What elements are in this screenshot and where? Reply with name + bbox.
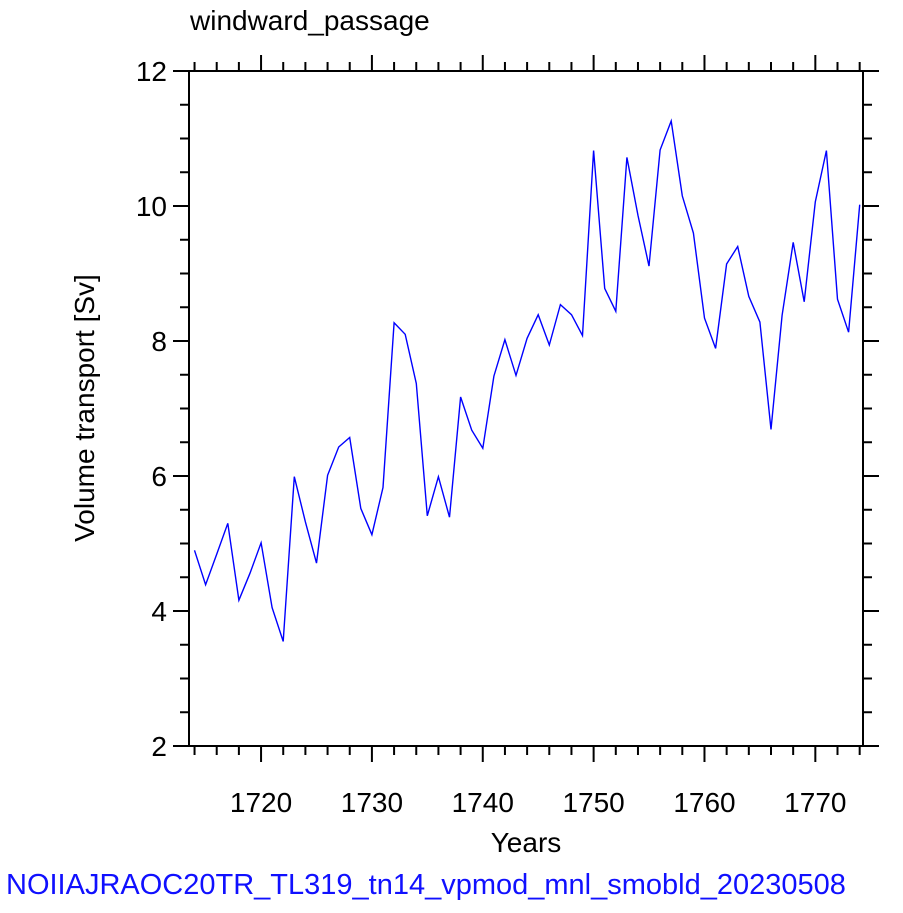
y-tick-label: 8 [151,326,167,357]
x-tick-label: 1750 [562,787,624,818]
series-line [193,118,861,642]
x-axis-label: Years [491,827,562,858]
chart-title: windward_passage [189,5,430,36]
x-tick-label: 1770 [784,787,846,818]
y-tick-label: 4 [151,596,167,627]
plot-frame [188,70,864,747]
footer-caption: NOIIAJRAOC20TR_TL319_tn14_vpmod_mnl_smob… [6,869,846,901]
x-tick-label: 1740 [452,787,514,818]
y-tick-label: 12 [136,56,167,87]
y-tick-label: 10 [136,191,167,222]
x-tick-label: 1760 [673,787,735,818]
y-tick-label: 2 [151,731,167,762]
x-axis: 1720 1730 1740 1750 1760 1770 [193,55,861,818]
y-tick-label: 6 [151,461,167,492]
y-axis-label: Volume transport [Sv] [69,274,100,542]
x-tick-label: 1720 [230,787,292,818]
y-axis: 2 4 6 8 10 12 [136,56,879,762]
x-tick-label: 1730 [341,787,403,818]
